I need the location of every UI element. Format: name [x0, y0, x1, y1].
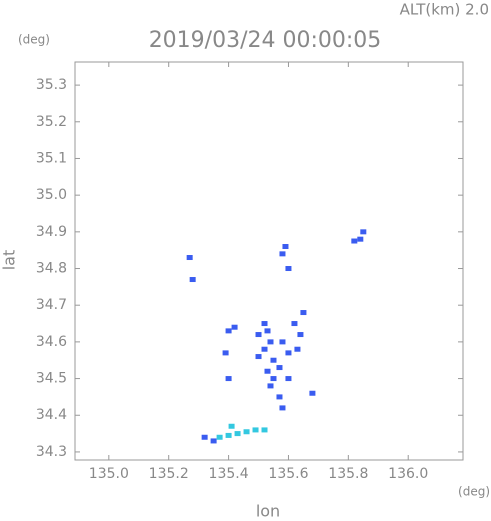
y-unit: (deg): [18, 33, 50, 47]
y-axis-label: lat: [0, 250, 19, 271]
echo-point: [225, 328, 232, 334]
echo-point: [309, 390, 316, 396]
echo-point: [261, 427, 268, 433]
echo-point: [267, 383, 274, 389]
echo-point: [297, 332, 304, 338]
echo-point: [243, 429, 250, 435]
y-tick-label: 34.4: [36, 407, 67, 423]
echo-point: [231, 324, 238, 330]
echo-point: [351, 238, 358, 244]
y-tick-label: 34.6: [36, 334, 67, 350]
echo-point: [255, 332, 262, 338]
echo-point: [282, 244, 289, 250]
echo-point: [285, 350, 292, 356]
x-tick-label: 135.8: [328, 466, 368, 482]
y-tick-label: 34.3: [36, 444, 67, 460]
echo-point: [285, 376, 292, 382]
y-tick-label: 34.9: [36, 224, 67, 240]
chart-title: 2019/03/24 00:00:05: [149, 28, 382, 53]
echo-point: [228, 423, 235, 429]
y-tick-label: 34.8: [36, 261, 67, 277]
echo-point: [267, 339, 274, 345]
x-tick-label: 135.6: [268, 466, 308, 482]
echo-point: [252, 427, 259, 433]
echo-point: [285, 266, 292, 272]
echo-point: [222, 350, 229, 356]
altitude-label: ALT(km) 2.0: [400, 1, 489, 19]
echo-point: [264, 328, 271, 334]
x-tick-label: 135.0: [89, 466, 129, 482]
echo-point: [279, 251, 286, 257]
echo-point: [234, 431, 241, 437]
echo-point: [276, 394, 283, 400]
echo-point: [270, 376, 277, 382]
echo-point: [276, 365, 283, 371]
echo-point: [294, 346, 301, 352]
y-tick-label: 35.2: [36, 114, 67, 130]
echo-point: [264, 368, 271, 374]
echo-point: [300, 310, 307, 316]
plot-frame: [74, 61, 464, 461]
x-tick-label: 135.2: [149, 466, 189, 482]
x-tick-label: 135.4: [209, 466, 249, 482]
echo-point: [357, 236, 364, 242]
echo-point: [270, 357, 277, 363]
y-tick-label: 35.0: [36, 187, 67, 203]
echo-point: [360, 229, 367, 235]
echo-point: [261, 346, 268, 352]
echo-point: [189, 277, 196, 283]
x-unit: (deg): [458, 485, 490, 499]
echo-point: [225, 376, 232, 382]
echo-point: [201, 434, 208, 440]
echo-point: [291, 321, 298, 327]
echo-point: [225, 432, 232, 438]
x-axis-label: lon: [256, 502, 280, 521]
echo-point: [261, 321, 268, 327]
y-tick-label: 34.5: [36, 371, 67, 387]
x-tick-label: 136.0: [388, 466, 428, 482]
y-tick-label: 34.7: [36, 297, 67, 313]
echo-point: [279, 405, 286, 411]
echo-point: [186, 255, 193, 261]
y-tick-label: 35.3: [36, 77, 67, 93]
echo-point: [216, 434, 223, 440]
echo-point: [255, 354, 262, 360]
echo-point: [279, 339, 286, 345]
echo-point: [210, 438, 217, 444]
y-tick-label: 35.1: [36, 150, 67, 166]
